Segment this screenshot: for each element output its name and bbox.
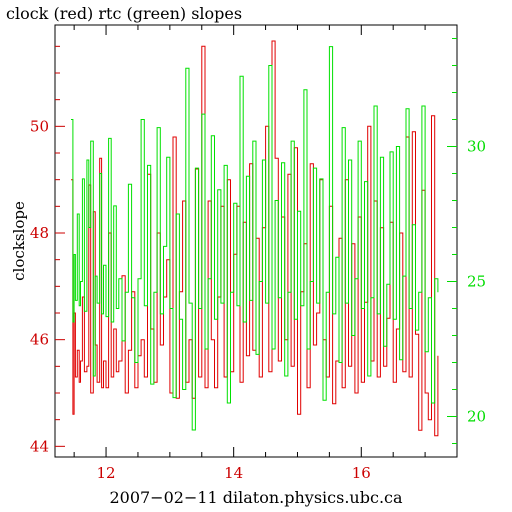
y-right-tick-label: 20 — [467, 408, 486, 426]
rtc-series-line — [71, 46, 439, 431]
y-left-tick-label: 48 — [30, 224, 49, 242]
y-left-tick-label: 44 — [30, 437, 49, 455]
chart-title: clock (red) rtc (green) slopes — [6, 4, 242, 23]
x-tick-label: 14 — [224, 464, 243, 482]
y-left-tick-label: 50 — [30, 117, 49, 135]
y-axis-label: clockslope — [10, 201, 28, 281]
clock-series-line — [71, 40, 439, 437]
x-tick-label: 16 — [352, 464, 371, 482]
y-right-tick-label: 30 — [467, 138, 486, 156]
x-tick-label: 12 — [97, 464, 116, 482]
series-layer — [71, 40, 439, 437]
y-left-tick-label: 46 — [30, 331, 49, 349]
ticks-layer: 12 14 16 44 46 48 50 20 25 30 — [30, 25, 486, 482]
plot-area-frame — [54, 24, 458, 458]
y-right-tick-label: 25 — [467, 273, 486, 291]
x-axis-label: 2007−02−11 dilaton.physics.ubc.ca — [109, 488, 403, 507]
